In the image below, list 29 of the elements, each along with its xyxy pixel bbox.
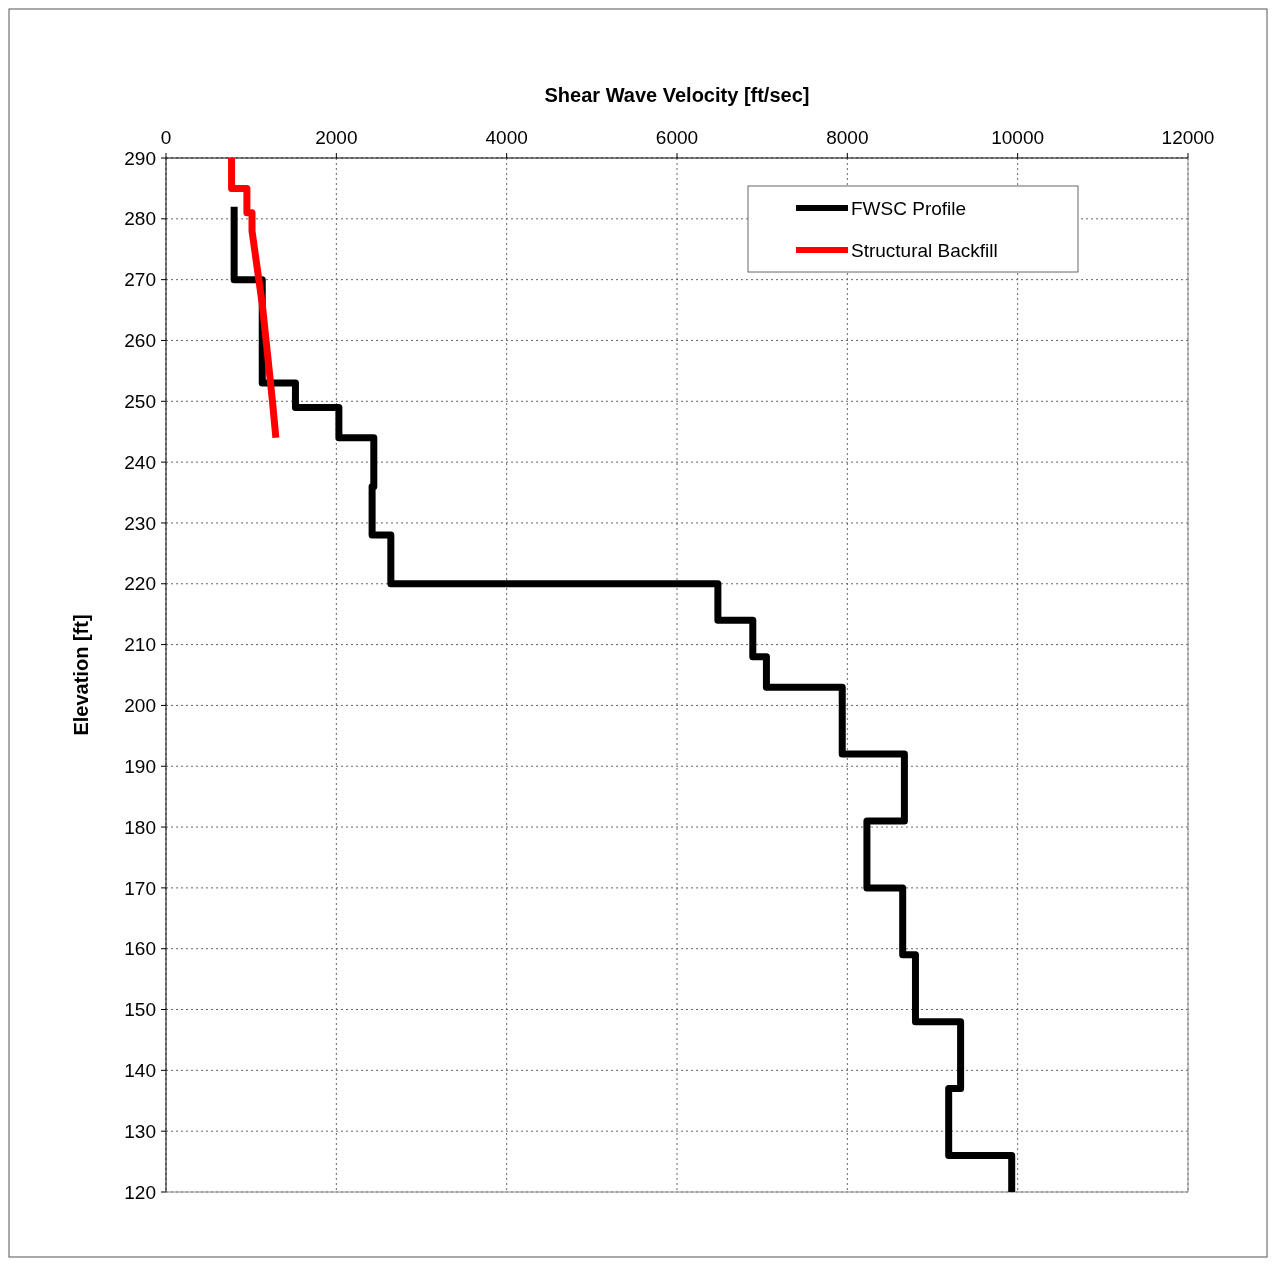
y-tick-label: 160 <box>124 938 156 960</box>
y-tick-label: 180 <box>124 816 156 838</box>
y-tick-label: 130 <box>124 1120 156 1142</box>
y-tick-label: 290 <box>124 147 156 169</box>
x-tick-label: 6000 <box>655 127 699 148</box>
y-axis-title: Elevation [ft] <box>70 614 92 736</box>
x-tick-label: 12000 <box>1161 127 1215 148</box>
y-tick-label: 240 <box>124 451 156 473</box>
y-tick-label: 200 <box>124 695 156 717</box>
x-tick-label: 2000 <box>315 127 358 148</box>
y-tick-label: 280 <box>124 208 156 230</box>
x-tick-label: 10000 <box>991 127 1045 148</box>
y-tick-label: 150 <box>124 999 156 1021</box>
y-tick-label: 170 <box>124 877 156 899</box>
y-tick-label: 190 <box>124 755 156 777</box>
legend-label: FWSC Profile <box>851 197 967 219</box>
y-tick-label: 220 <box>124 573 156 595</box>
y-tick-label: 250 <box>124 390 156 412</box>
y-tick-label: 120 <box>124 1181 156 1203</box>
x-tick-label: 8000 <box>826 127 869 148</box>
y-tick-label: 270 <box>124 269 156 291</box>
x-tick-label: 4000 <box>485 127 528 148</box>
y-tick-label: 210 <box>124 634 156 656</box>
y-tick-label: 260 <box>124 330 156 352</box>
x-tick-label: 0 <box>160 127 172 148</box>
legend-label: Structural Backfill <box>851 239 998 261</box>
x-axis-title: Shear Wave Velocity [ft/sec] <box>544 84 810 106</box>
y-tick-label: 140 <box>124 1060 156 1081</box>
y-tick-label: 230 <box>124 512 156 534</box>
